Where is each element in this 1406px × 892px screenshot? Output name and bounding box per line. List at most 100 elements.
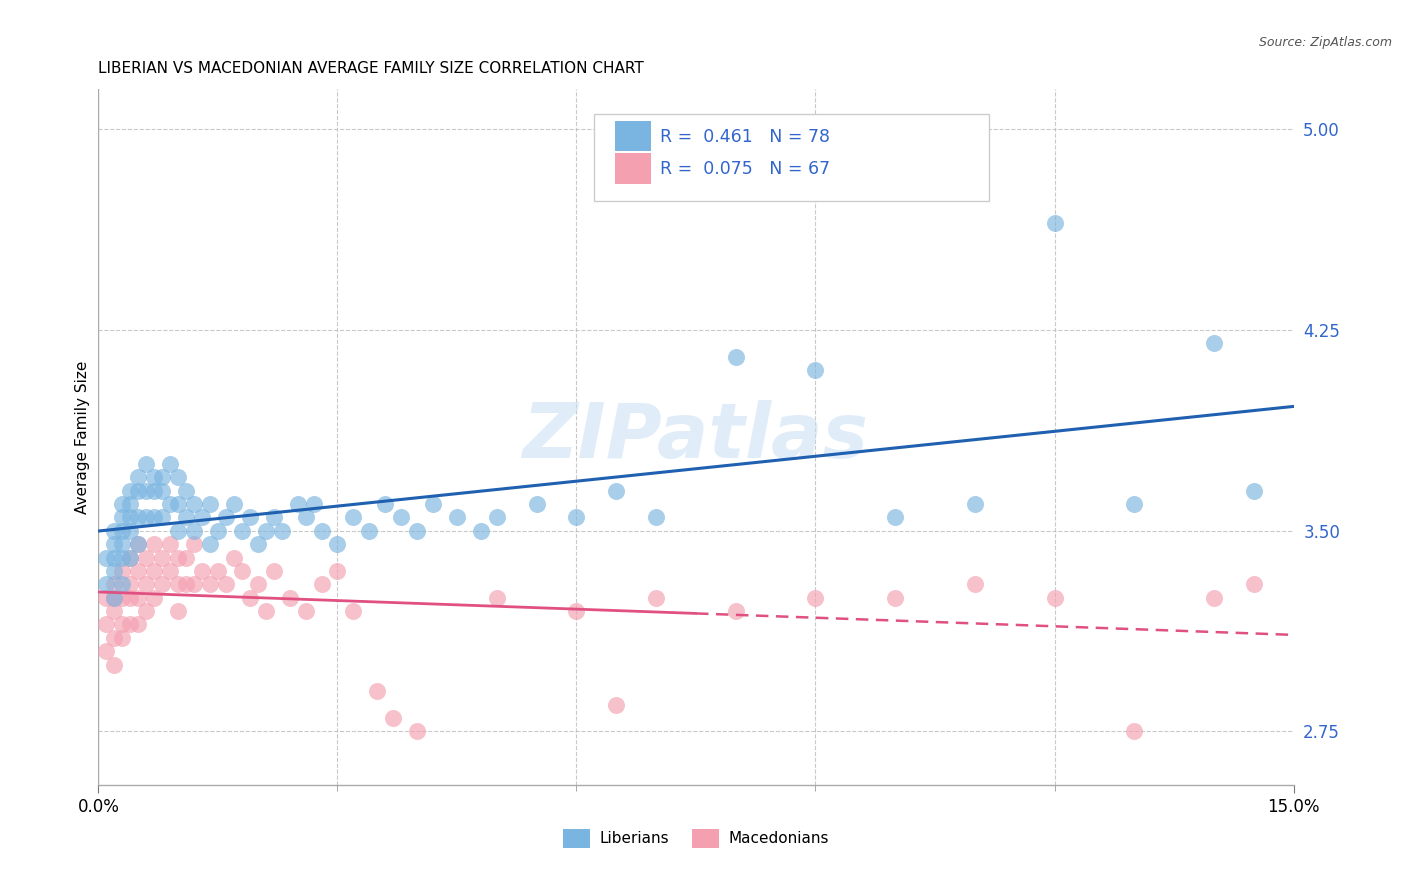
Point [103, 577, 125, 591]
Point [103, 631, 125, 645]
Point [111, 510, 134, 524]
Point [174, 550, 197, 565]
Point [963, 577, 986, 591]
Point [111, 631, 134, 645]
Point [406, 724, 429, 739]
Point [159, 497, 181, 511]
Point [215, 577, 238, 591]
Point [804, 591, 827, 605]
Point [231, 524, 253, 538]
Point [565, 604, 588, 618]
Point [127, 470, 149, 484]
Point [96, 577, 118, 591]
Point [135, 550, 157, 565]
Point [143, 591, 166, 605]
Point [724, 604, 747, 618]
Point [294, 510, 316, 524]
Point [605, 698, 627, 712]
Point [174, 577, 197, 591]
Point [167, 577, 190, 591]
Point [127, 591, 149, 605]
Point [342, 604, 364, 618]
Point [167, 470, 190, 484]
Point [111, 537, 134, 551]
Point [183, 524, 205, 538]
Point [311, 524, 333, 538]
Point [1043, 591, 1066, 605]
Point [120, 550, 142, 565]
Point [167, 524, 190, 538]
Point [215, 510, 238, 524]
Point [565, 510, 588, 524]
Text: ZIPatlas: ZIPatlas [523, 401, 869, 474]
Point [111, 550, 134, 565]
Point [120, 617, 142, 632]
Point [1123, 724, 1146, 739]
Point [198, 577, 221, 591]
Point [222, 497, 245, 511]
Point [111, 591, 134, 605]
Point [150, 483, 173, 498]
Point [174, 510, 197, 524]
Point [183, 577, 205, 591]
Point [150, 510, 173, 524]
Point [342, 510, 364, 524]
Point [645, 510, 668, 524]
Point [103, 657, 125, 672]
Point [963, 497, 986, 511]
Point [382, 711, 405, 725]
Point [326, 564, 349, 578]
Point [406, 524, 429, 538]
Point [198, 497, 221, 511]
Point [103, 537, 125, 551]
Point [143, 470, 166, 484]
Point [135, 577, 157, 591]
Point [167, 604, 190, 618]
Point [198, 537, 221, 551]
Point [207, 564, 229, 578]
Point [287, 497, 309, 511]
Point [645, 591, 668, 605]
Point [127, 537, 149, 551]
Point [207, 524, 229, 538]
Point [359, 524, 381, 538]
Text: LIBERIAN VS MACEDONIAN AVERAGE FAMILY SIZE CORRELATION CHART: LIBERIAN VS MACEDONIAN AVERAGE FAMILY SI… [98, 61, 644, 76]
Point [167, 497, 190, 511]
Point [294, 604, 316, 618]
Point [485, 510, 508, 524]
Point [103, 564, 125, 578]
Point [135, 510, 157, 524]
Point [239, 591, 262, 605]
Point [246, 577, 269, 591]
Point [120, 577, 142, 591]
Text: R =  0.075   N = 67: R = 0.075 N = 67 [661, 161, 830, 178]
Point [1202, 591, 1225, 605]
Y-axis label: Average Family Size: Average Family Size [75, 360, 90, 514]
Point [222, 550, 245, 565]
Point [239, 510, 262, 524]
Point [159, 564, 181, 578]
Point [143, 483, 166, 498]
Point [167, 550, 190, 565]
Point [311, 577, 333, 591]
Point [120, 550, 142, 565]
Point [96, 644, 118, 658]
FancyBboxPatch shape [595, 113, 988, 201]
Point [127, 510, 149, 524]
Point [366, 684, 388, 698]
Point [159, 537, 181, 551]
Point [254, 604, 277, 618]
Point [254, 524, 277, 538]
Point [135, 604, 157, 618]
Point [143, 564, 166, 578]
Point [150, 550, 173, 565]
Point [485, 591, 508, 605]
Point [127, 537, 149, 551]
Point [111, 564, 134, 578]
Point [326, 537, 349, 551]
Point [159, 457, 181, 471]
Point [103, 591, 125, 605]
Point [127, 483, 149, 498]
Point [1123, 497, 1146, 511]
Point [263, 564, 285, 578]
